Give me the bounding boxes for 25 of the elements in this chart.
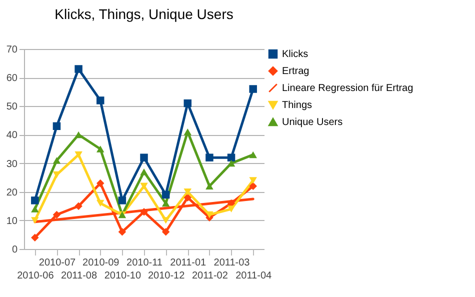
y-tick-label: 0 <box>12 244 18 256</box>
y-tick-label: 50 <box>6 102 18 113</box>
x-tick-label: 2010-10 <box>104 270 142 282</box>
legend-label: Klicks <box>282 49 308 60</box>
x-tick-label: 2010-09 <box>82 258 120 268</box>
legend-label: Things <box>282 100 312 111</box>
x-tick-label: 2011-02 <box>192 270 228 282</box>
x-tick-label: 2010-07 <box>38 258 76 268</box>
chart-title: Klicks, Things, Unique Users <box>54 6 234 22</box>
y-tick-label: 10 <box>6 216 18 227</box>
x-tick-label: 2011-03 <box>214 258 250 268</box>
x-tick-label: 2011-01 <box>170 258 207 268</box>
legend-label: Lineare Regression für Ertrag <box>282 83 414 94</box>
y-tick-label: 30 <box>6 158 18 170</box>
y-tick-label: 20 <box>6 187 18 198</box>
legend-label: Ertrag <box>282 66 310 77</box>
x-tick-label: 2010-06 <box>17 270 54 282</box>
y-tick-label: 60 <box>6 73 18 84</box>
x-tick-label: 2010-12 <box>148 270 186 282</box>
y-tick-label: 70 <box>6 44 18 56</box>
x-tick-label: 2011-08 <box>61 270 98 282</box>
legend-label: Unique Users <box>282 117 343 128</box>
x-tick-label: 2010-11 <box>126 258 163 268</box>
x-tick-label: 2011-04 <box>236 270 272 282</box>
y-tick-label: 40 <box>6 130 18 142</box>
